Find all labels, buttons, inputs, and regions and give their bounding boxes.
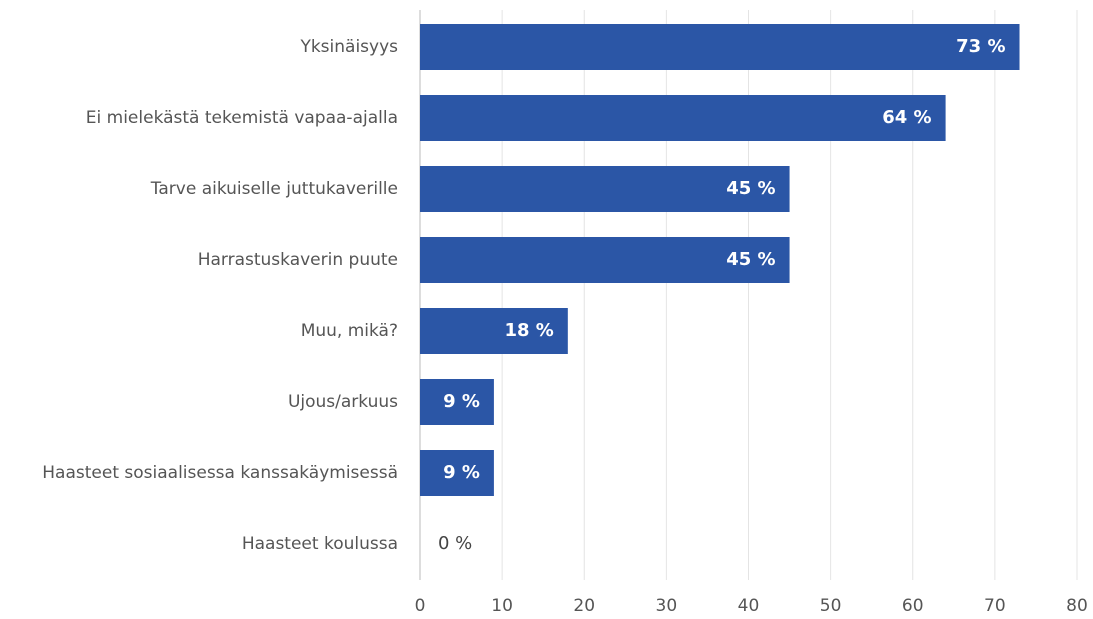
value-label: 45 % — [726, 178, 775, 199]
value-label: 73 % — [956, 36, 1005, 57]
y-tick-label: Harrastuskaverin puute — [198, 250, 398, 270]
value-label: 0 % — [438, 533, 472, 554]
x-tick-label: 20 — [573, 596, 595, 616]
bar — [420, 237, 790, 283]
x-tick-label: 0 — [415, 596, 426, 616]
x-tick-label: 30 — [656, 596, 678, 616]
value-label: 64 % — [882, 107, 931, 128]
value-label: 9 % — [443, 462, 480, 483]
bar — [420, 308, 568, 354]
value-label: 45 % — [726, 249, 775, 270]
x-tick-label: 70 — [984, 596, 1006, 616]
x-tick-label: 10 — [491, 596, 513, 616]
x-tick-label: 60 — [902, 596, 924, 616]
x-tick-label: 50 — [820, 596, 842, 616]
bar — [420, 24, 1020, 70]
y-tick-label: Yksinäisyys — [299, 37, 398, 57]
y-tick-label: Haasteet sosiaalisessa kanssakäymisessä — [42, 463, 398, 483]
bar — [420, 166, 790, 212]
x-tick-label: 80 — [1066, 596, 1088, 616]
y-tick-label: Ei mielekästä tekemistä vapaa-ajalla — [86, 108, 398, 128]
value-label: 18 % — [504, 320, 553, 341]
bar — [420, 450, 494, 496]
y-tick-label: Muu, mikä? — [301, 321, 398, 341]
y-tick-label: Haasteet koulussa — [242, 534, 398, 554]
y-tick-label: Ujous/arkuus — [288, 392, 398, 412]
bar — [420, 379, 494, 425]
x-tick-label: 40 — [738, 596, 760, 616]
value-label: 9 % — [443, 391, 480, 412]
y-tick-label: Tarve aikuiselle juttukaverille — [150, 179, 398, 199]
bar — [420, 95, 946, 141]
